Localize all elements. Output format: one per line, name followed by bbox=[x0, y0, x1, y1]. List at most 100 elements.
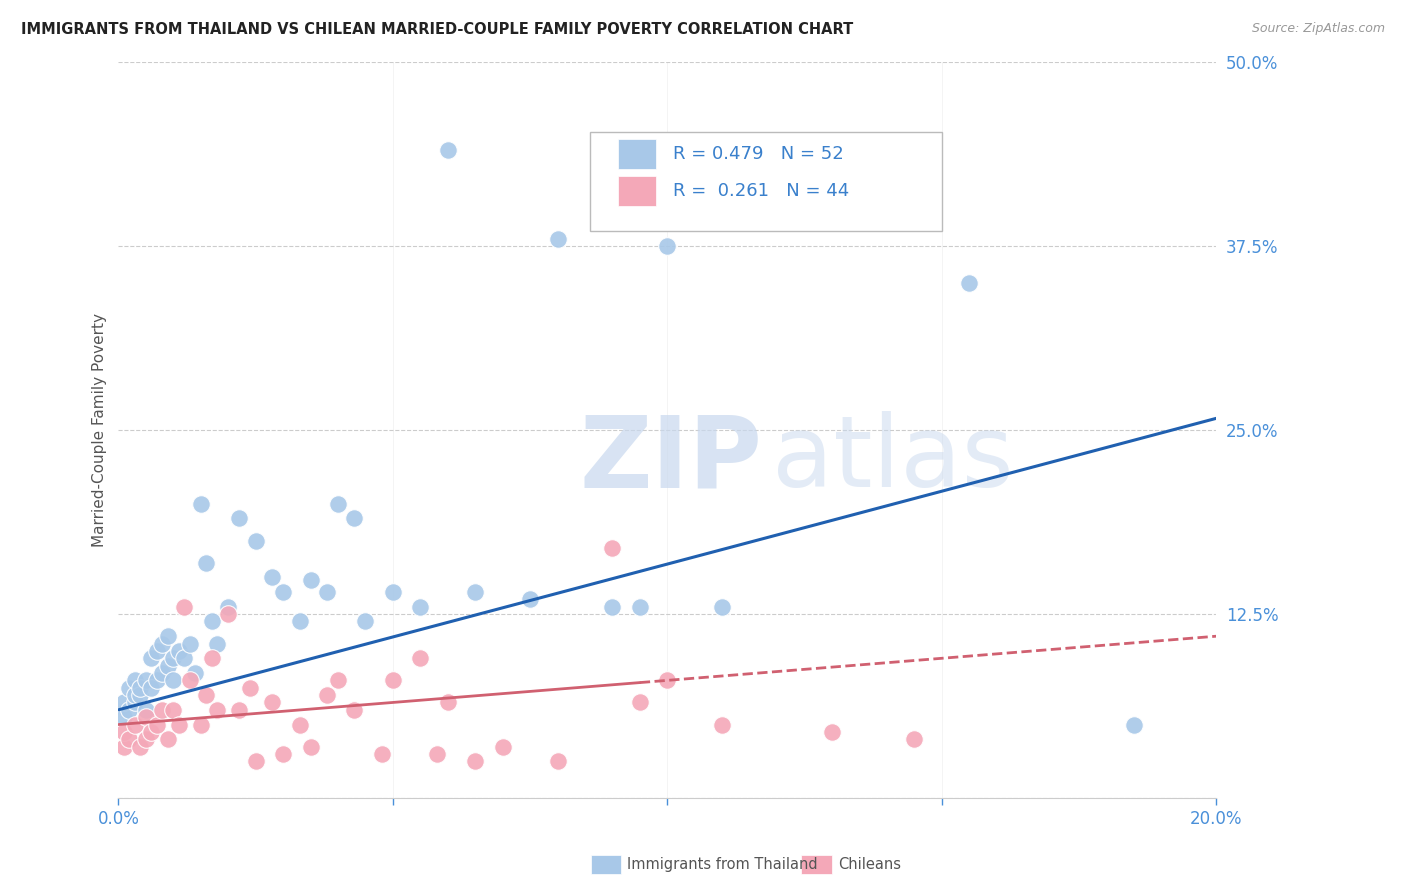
Point bbox=[409, 599, 432, 614]
Point bbox=[141, 681, 163, 695]
Point bbox=[207, 636, 229, 650]
Point bbox=[124, 688, 146, 702]
Point bbox=[464, 585, 486, 599]
Point bbox=[657, 673, 679, 688]
Point bbox=[112, 725, 135, 739]
Point bbox=[112, 696, 135, 710]
Point bbox=[547, 755, 569, 769]
Point bbox=[118, 703, 141, 717]
Point bbox=[146, 717, 169, 731]
Text: atlas: atlas bbox=[772, 411, 1014, 508]
Point bbox=[173, 599, 195, 614]
Point bbox=[195, 556, 218, 570]
Point bbox=[245, 533, 267, 548]
Text: Source: ZipAtlas.com: Source: ZipAtlas.com bbox=[1251, 22, 1385, 36]
Point bbox=[201, 615, 224, 629]
Point bbox=[150, 666, 173, 681]
Point bbox=[657, 239, 679, 253]
Point bbox=[711, 717, 734, 731]
Point bbox=[299, 574, 322, 588]
Point bbox=[602, 599, 624, 614]
Point bbox=[288, 615, 311, 629]
Text: Chileans: Chileans bbox=[838, 857, 901, 871]
Point bbox=[426, 747, 449, 761]
Point bbox=[409, 651, 432, 665]
Text: R =  0.261   N = 44: R = 0.261 N = 44 bbox=[673, 182, 849, 200]
Point bbox=[156, 658, 179, 673]
Point bbox=[343, 703, 366, 717]
FancyBboxPatch shape bbox=[591, 132, 942, 231]
Point bbox=[371, 747, 394, 761]
Point bbox=[112, 739, 135, 754]
Point bbox=[957, 276, 980, 290]
Point bbox=[519, 592, 541, 607]
Point bbox=[124, 696, 146, 710]
Point bbox=[464, 755, 486, 769]
Point bbox=[129, 739, 152, 754]
Point bbox=[711, 599, 734, 614]
Point bbox=[217, 599, 239, 614]
Point bbox=[628, 696, 651, 710]
Point bbox=[184, 666, 207, 681]
Point bbox=[288, 717, 311, 731]
Point bbox=[381, 585, 404, 599]
Y-axis label: Married-Couple Family Poverty: Married-Couple Family Poverty bbox=[93, 313, 107, 547]
Point bbox=[262, 696, 284, 710]
Point bbox=[316, 688, 339, 702]
Point bbox=[903, 732, 925, 747]
Point bbox=[179, 636, 201, 650]
Text: ZIP: ZIP bbox=[579, 411, 762, 508]
Point bbox=[190, 717, 212, 731]
Text: Immigrants from Thailand: Immigrants from Thailand bbox=[627, 857, 818, 871]
FancyBboxPatch shape bbox=[617, 177, 657, 206]
Point bbox=[1122, 717, 1144, 731]
Point bbox=[271, 747, 294, 761]
Point bbox=[156, 629, 179, 643]
Point bbox=[162, 651, 184, 665]
Point bbox=[217, 607, 239, 621]
FancyBboxPatch shape bbox=[617, 139, 657, 169]
Point bbox=[162, 673, 184, 688]
Point bbox=[239, 681, 262, 695]
Point bbox=[343, 511, 366, 525]
Point bbox=[821, 725, 844, 739]
Point bbox=[228, 703, 250, 717]
Point bbox=[354, 615, 377, 629]
Point bbox=[156, 732, 179, 747]
Point bbox=[602, 541, 624, 555]
Point bbox=[118, 732, 141, 747]
Point bbox=[162, 703, 184, 717]
Point bbox=[492, 739, 515, 754]
Point bbox=[628, 599, 651, 614]
Point bbox=[167, 644, 190, 658]
Point bbox=[316, 585, 339, 599]
Point bbox=[135, 673, 157, 688]
Text: R = 0.479   N = 52: R = 0.479 N = 52 bbox=[673, 145, 844, 163]
Point bbox=[190, 497, 212, 511]
Point bbox=[245, 755, 267, 769]
Point bbox=[381, 673, 404, 688]
Point bbox=[547, 232, 569, 246]
Point bbox=[326, 673, 349, 688]
Point bbox=[141, 651, 163, 665]
Point bbox=[436, 144, 458, 158]
Point bbox=[201, 651, 224, 665]
Point bbox=[112, 710, 135, 724]
Point bbox=[135, 732, 157, 747]
Point bbox=[436, 696, 458, 710]
Point bbox=[326, 497, 349, 511]
Point bbox=[118, 681, 141, 695]
Text: IMMIGRANTS FROM THAILAND VS CHILEAN MARRIED-COUPLE FAMILY POVERTY CORRELATION CH: IMMIGRANTS FROM THAILAND VS CHILEAN MARR… bbox=[21, 22, 853, 37]
Point bbox=[129, 688, 152, 702]
Point bbox=[228, 511, 250, 525]
Point bbox=[179, 673, 201, 688]
Point bbox=[146, 644, 169, 658]
Point bbox=[173, 651, 195, 665]
Point bbox=[135, 710, 157, 724]
Point bbox=[167, 717, 190, 731]
Point bbox=[146, 673, 169, 688]
Point bbox=[150, 703, 173, 717]
Point bbox=[129, 681, 152, 695]
Point bbox=[150, 636, 173, 650]
Point bbox=[141, 725, 163, 739]
